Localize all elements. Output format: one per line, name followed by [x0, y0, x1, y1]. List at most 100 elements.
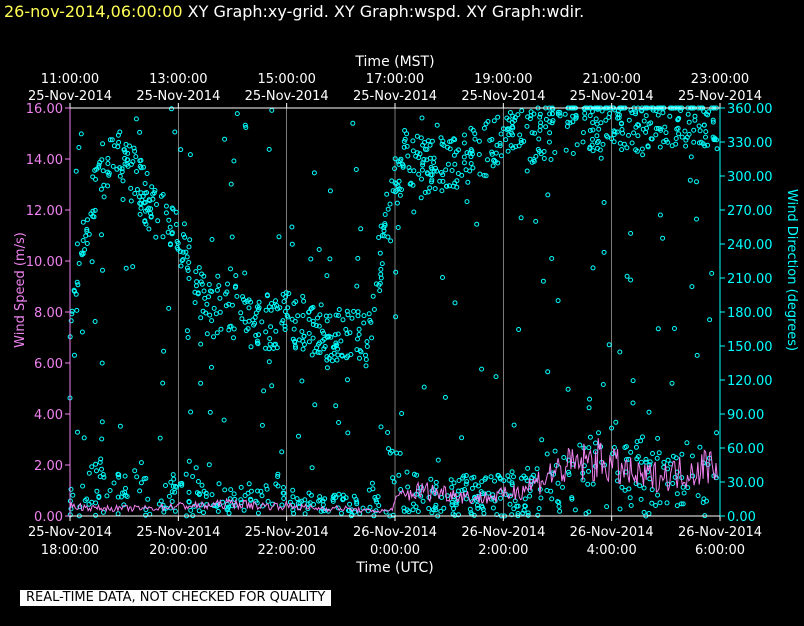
wdir-point	[399, 187, 404, 193]
wdir-point	[93, 500, 99, 506]
wdir-point	[209, 237, 215, 242]
wdir-point	[310, 304, 316, 310]
wdir-point	[93, 512, 99, 518]
wdir-point	[425, 138, 431, 144]
wdir-point	[442, 394, 448, 400]
wdir-point	[97, 459, 103, 465]
wdir-point	[676, 131, 682, 137]
wdir-point	[266, 359, 272, 365]
wdir-point	[444, 493, 450, 499]
wdir-point	[84, 241, 90, 246]
wdir-point	[280, 318, 286, 324]
wdir-point	[209, 364, 214, 370]
wdir-point	[335, 505, 341, 511]
wdir-point	[273, 328, 279, 334]
wdir-point	[349, 512, 355, 518]
wdir-point	[86, 470, 92, 476]
top-tick-time: 13:00:00	[149, 72, 207, 87]
wdir-point	[163, 210, 169, 216]
wdir-point	[166, 217, 172, 223]
wdir-point	[333, 403, 339, 409]
wdir-point	[317, 350, 323, 356]
wdir-point	[514, 503, 520, 509]
wdir-point	[213, 311, 219, 317]
wdir-point	[637, 483, 643, 489]
wdir-point	[463, 167, 469, 173]
bottom-tick-time: 18:00:00	[41, 543, 99, 558]
wdir-point	[449, 484, 455, 490]
grid-lines	[178, 108, 612, 516]
wdir-point	[138, 190, 144, 196]
wdir-point	[97, 474, 103, 480]
wdir-point	[196, 492, 202, 498]
wdir-point	[626, 132, 631, 138]
wdir-point	[396, 472, 402, 478]
wdir-point	[428, 476, 434, 482]
wdir-point	[133, 116, 139, 122]
wdir-point	[433, 165, 438, 171]
wdir-point	[710, 134, 716, 140]
wdir-point	[448, 477, 454, 483]
wdir-point	[101, 194, 107, 200]
wdir-point	[300, 293, 306, 299]
wdir-point	[545, 369, 551, 375]
wdir-point	[320, 338, 325, 344]
wdir-point	[628, 449, 634, 455]
wdir-point	[661, 139, 667, 145]
wdir-point	[273, 298, 278, 304]
wdir-point	[259, 319, 265, 325]
wdir-point	[109, 137, 115, 143]
chart-header: 26-nov-2014,06:00:00 XY Graph:xy-grid. X…	[4, 2, 584, 21]
wdir-point	[628, 277, 634, 283]
wdir-point	[351, 308, 357, 314]
wdir-point	[142, 181, 148, 186]
wdir-point	[465, 179, 471, 185]
wdir-point	[566, 469, 571, 475]
left-tick-label: 4.00	[34, 408, 63, 423]
wdir-point	[573, 114, 579, 120]
wdir-point	[207, 409, 213, 415]
wdir-point	[623, 444, 629, 450]
wdir-point	[464, 150, 470, 156]
wdir-point	[300, 313, 306, 318]
wdir-point	[345, 312, 351, 318]
wdir-point	[645, 143, 651, 149]
bottom-tick-date: 25-Nov-2014	[136, 525, 220, 540]
wdir-point	[354, 501, 360, 507]
wdir-point	[411, 501, 416, 507]
wdir-point	[119, 166, 125, 172]
bottom-tick-time: 2:00:00	[478, 543, 528, 558]
wdir-point	[322, 496, 328, 502]
left-tick-label: 16.00	[26, 102, 63, 117]
wdir-point	[396, 161, 402, 167]
wdir-point	[670, 481, 676, 486]
wdir-point	[80, 483, 86, 489]
wdir-point	[675, 125, 681, 131]
wdir-point	[537, 127, 543, 133]
top-tick-date: 25-Nov-2014	[678, 89, 762, 104]
wdir-point	[363, 357, 369, 362]
wdir-point	[357, 348, 363, 354]
wdir-point	[703, 129, 709, 135]
wdir-point	[138, 460, 144, 466]
wdir-point	[410, 148, 416, 154]
wdir-point	[198, 380, 204, 386]
wdir-point	[385, 430, 391, 435]
wdir-point	[522, 496, 528, 502]
wdir-point	[143, 475, 149, 481]
wdir-point	[231, 491, 237, 497]
wdir-point	[641, 509, 647, 515]
bottom-tick-date: 26-Nov-2014	[353, 525, 437, 540]
wdir-point	[535, 512, 541, 518]
wdir-point	[548, 488, 554, 494]
wdir-point	[255, 510, 261, 516]
wdir-point	[667, 113, 673, 119]
wdir-point	[300, 346, 306, 352]
wdir-point	[697, 444, 703, 450]
wdir-point	[544, 451, 550, 457]
wdir-point	[307, 500, 313, 506]
header-graph-wspd: XY Graph:wspd.	[333, 2, 461, 21]
wdir-point	[431, 155, 437, 161]
wdir-point	[701, 496, 707, 502]
wdir-point	[393, 314, 399, 320]
